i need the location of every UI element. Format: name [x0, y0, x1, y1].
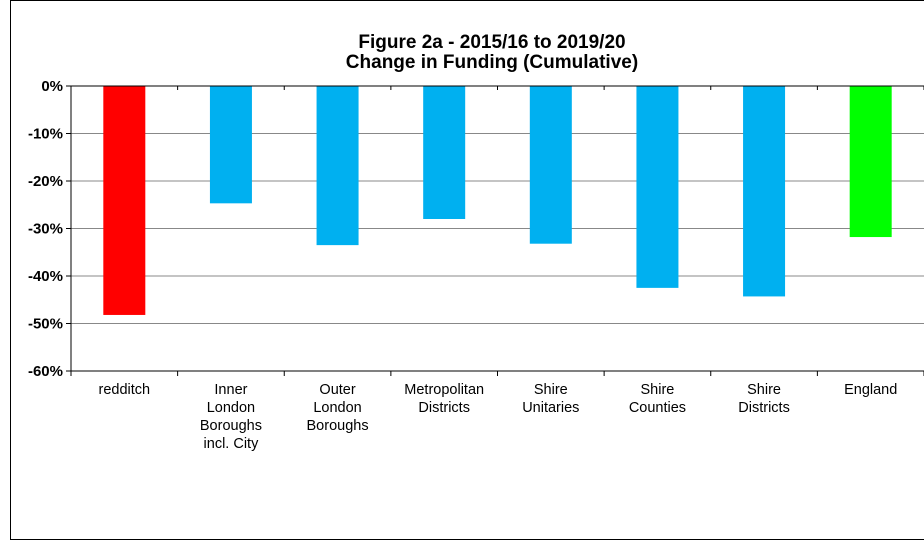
y-tick-label-2: -20% — [28, 173, 63, 190]
bar-5 — [636, 86, 679, 288]
chart-title-line-1: Figure 2a - 2015/16 to 2019/20 — [358, 32, 625, 53]
y-tick-label-1: -10% — [28, 126, 63, 143]
y-tick-label-0: 0% — [41, 78, 63, 95]
chart-title-line-2: Change in Funding (Cumulative) — [346, 52, 638, 73]
bars — [103, 86, 892, 315]
y-tick-label-4: -40% — [28, 268, 63, 285]
x-tick-label-6: Shire Districts — [738, 382, 790, 416]
gridlines — [71, 85, 924, 324]
x-tick-label-2: Outer London Boroughs — [307, 382, 369, 434]
bar-3 — [423, 86, 466, 219]
x-tick-label-1: Inner London Boroughs incl. City — [200, 382, 262, 452]
bar-4 — [529, 86, 572, 244]
x-tick-label-4: Shire Unitaries — [522, 382, 579, 416]
bar-0 — [103, 86, 146, 315]
bar-6 — [743, 86, 786, 297]
x-tick-label-3: Metropolitan Districts — [404, 382, 484, 416]
bar-1 — [209, 86, 252, 204]
y-tick-label-5: -50% — [28, 316, 63, 333]
x-tick-label-7: England — [844, 382, 897, 398]
bar-2 — [316, 86, 359, 246]
y-tick-labels: 0% -10% -20% -30% -40% -50% -60% — [28, 78, 63, 380]
y-tick-label-3: -30% — [28, 221, 63, 238]
x-category-labels: redditch Inner London Boroughs incl. City Out… — [99, 382, 898, 452]
y-tick-label-6: -60% — [28, 363, 63, 380]
x-tick-label-5: Shire Counties — [629, 382, 686, 416]
x-tick-label-0: redditch — [99, 382, 151, 398]
bar-7 — [849, 86, 892, 238]
axes — [66, 85, 924, 376]
